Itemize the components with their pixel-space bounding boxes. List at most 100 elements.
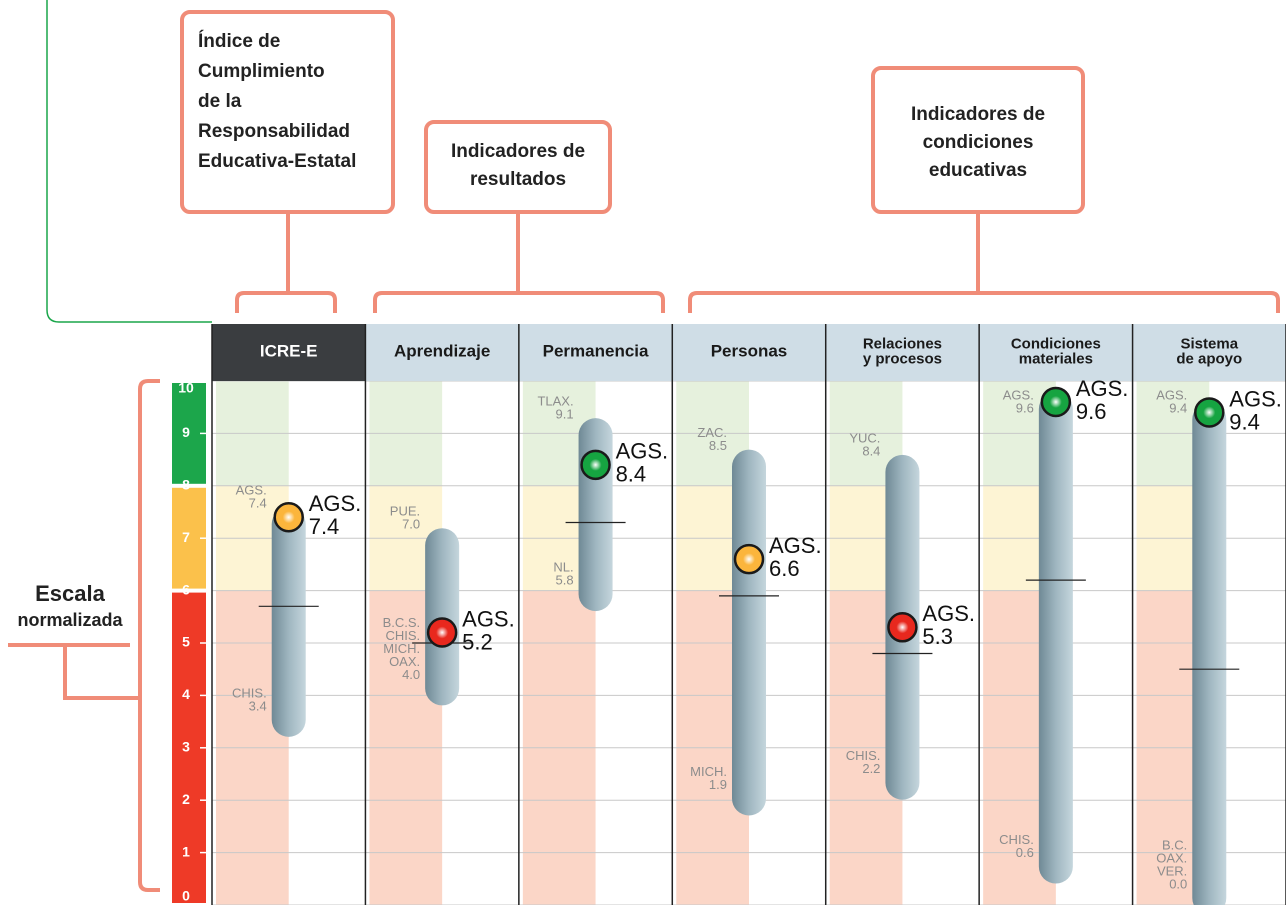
value-label: 7.0: [402, 517, 420, 532]
ags-value: 6.6: [769, 556, 800, 581]
ags-value: 9.4: [1229, 409, 1260, 434]
box-text: educativas: [929, 160, 1027, 181]
value-label: 8.5: [709, 438, 727, 453]
range-bar: [1038, 391, 1073, 884]
connectors: [8, 212, 1280, 892]
box: [180, 10, 395, 214]
state-label: YUC.: [849, 430, 880, 445]
state-label: PUE.: [390, 504, 420, 519]
column-header: [212, 324, 366, 381]
column-label: Condiciones: [1011, 335, 1101, 352]
range-bar: [578, 418, 613, 612]
box: [424, 120, 612, 214]
box-text: Índice de: [198, 30, 280, 52]
range-bar: [425, 528, 460, 706]
box-text: resultados: [470, 169, 566, 190]
value-label: 3.4: [249, 698, 267, 713]
column-header: [518, 324, 673, 381]
box-text: condiciones: [923, 132, 1034, 153]
ags-name: AGS.: [922, 601, 975, 626]
box-text: Indicadores de: [451, 141, 585, 162]
state-label: CHIS.: [846, 748, 881, 763]
ags-value: 5.3: [922, 624, 953, 649]
value-label: 2.2: [862, 761, 880, 776]
state-label: VER.: [1157, 863, 1187, 878]
y-tick-label: 1: [182, 843, 190, 859]
frame-line: [46, 0, 212, 323]
ags-name: AGS.: [769, 533, 822, 558]
range-bar: [1192, 402, 1227, 905]
value-label: 0.0: [1169, 876, 1187, 891]
state-label: TLAX.: [537, 394, 573, 409]
y-tick-label: 10: [178, 380, 194, 396]
column-header: [825, 324, 980, 381]
state-label: MICH.: [690, 764, 727, 779]
marker-shine: [1049, 395, 1062, 408]
value-label: 4.0: [402, 667, 420, 682]
state-label: AGS.: [1156, 387, 1187, 402]
marker-shine: [589, 458, 602, 471]
ags-name: AGS.: [616, 439, 669, 464]
column-header: [1132, 324, 1286, 381]
y-tick-label: 0: [182, 888, 190, 904]
state-label: CHIS.: [232, 685, 267, 700]
column-label: materiales: [1019, 350, 1093, 367]
y-tick-label: 6: [182, 581, 190, 597]
state-label: NL.: [553, 560, 573, 575]
box-text: Cumplimiento: [198, 61, 325, 82]
y-axis-label: normalizada: [17, 610, 123, 630]
y-tick-label: 7: [182, 529, 190, 545]
marker-shine: [743, 553, 755, 566]
state-label: MICH.: [383, 641, 420, 656]
box-text: Indicadores de: [911, 104, 1045, 125]
state-label: CHIS.: [999, 832, 1034, 847]
ags-value: 5.2: [462, 629, 493, 654]
column-header: [365, 324, 519, 381]
ags-name: AGS.: [309, 491, 362, 516]
y-tick-label: 2: [182, 791, 190, 807]
state-label: AGS.: [236, 483, 267, 498]
column-header: [979, 324, 1133, 381]
box-text: de la: [198, 91, 242, 112]
value-label: 9.6: [1016, 400, 1034, 415]
value-label: 5.8: [555, 573, 573, 588]
column-label: de apoyo: [1176, 350, 1242, 367]
state-label: ZAC.: [697, 425, 727, 440]
state-label: B.C.: [1162, 837, 1187, 852]
value-label: 7.4: [249, 496, 267, 511]
value-label: 1.9: [709, 777, 727, 792]
ags-value: 7.4: [309, 514, 340, 539]
state-label: OAX.: [1156, 850, 1187, 865]
y-tick-label: 5: [182, 634, 190, 650]
column-label: y procesos: [863, 350, 942, 367]
column-label: ICRE-E: [260, 341, 318, 360]
column-header: [672, 324, 826, 381]
y-axis-label: Escala: [35, 581, 105, 606]
ags-name: AGS.: [462, 606, 515, 631]
state-label: OAX.: [389, 654, 420, 669]
ags-name: AGS.: [1229, 386, 1282, 411]
state-label: CHIS.: [385, 628, 420, 643]
value-label: 9.4: [1169, 400, 1187, 415]
marker-shine: [1203, 406, 1216, 419]
value-label: 0.6: [1016, 845, 1034, 860]
box-text: Educativa-Estatal: [198, 151, 356, 172]
marker-shine: [436, 626, 449, 639]
y-tick-label: 4: [182, 686, 190, 702]
column-label: Personas: [711, 341, 788, 360]
ags-name: AGS.: [1076, 376, 1129, 401]
box-text: Responsabilidad: [198, 121, 350, 142]
state-label: B.C.S.: [383, 615, 421, 630]
y-tick-label: 3: [182, 739, 190, 755]
range-bar: [732, 449, 766, 816]
state-label: AGS.: [1003, 387, 1034, 402]
column-label: Relaciones: [863, 335, 942, 352]
value-label: 8.4: [862, 443, 880, 458]
marker-shine: [896, 621, 909, 634]
box: [871, 66, 1085, 214]
ags-value: 8.4: [616, 462, 647, 487]
column-label: Sistema: [1181, 335, 1239, 352]
marker-shine: [282, 511, 295, 524]
y-tick-label: 8: [182, 477, 190, 493]
